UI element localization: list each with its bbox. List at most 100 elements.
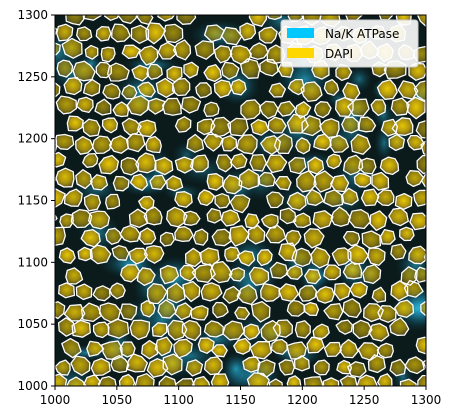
cell-outline [191, 263, 216, 283]
cell-outline [166, 175, 184, 192]
cell-nucleus [55, 374, 67, 386]
cell-nucleus [55, 178, 56, 181]
cell-outline [389, 394, 405, 410]
cell-outline [185, 0, 205, 8]
cell-nucleus [109, 135, 129, 154]
cell-nucleus [73, 0, 88, 1]
cell-outline [75, 283, 93, 301]
cell-nucleus [193, 229, 208, 246]
cell-nucleus [59, 247, 76, 264]
cell-nucleus [370, 210, 387, 231]
cell-nucleus [279, 359, 295, 375]
cell-outline [98, 302, 121, 323]
cell-outline [166, 319, 188, 341]
cell-outline [146, 283, 168, 305]
cell-outline [367, 247, 386, 266]
cell-outline [119, 341, 136, 358]
cell-nucleus [167, 320, 187, 340]
cell-nucleus [137, 120, 156, 137]
cell-outline [284, 229, 302, 247]
cell-outline [446, 356, 452, 372]
cell-outline [413, 80, 426, 102]
cell-nucleus [367, 0, 387, 6]
cell-nucleus [99, 155, 119, 174]
cell-outline [134, 373, 155, 386]
cell-outline [336, 359, 353, 375]
cell-nucleus [240, 58, 260, 79]
cell-outline [342, 261, 363, 280]
cell-outline [194, 40, 215, 60]
cell-nucleus [242, 356, 260, 373]
cell-outline [90, 357, 111, 377]
cell-outline [377, 305, 397, 323]
cell-outline [57, 317, 76, 337]
cell-nucleus [293, 213, 311, 228]
cell-outline [348, 209, 371, 230]
cell-outline [326, 153, 342, 170]
cell-nucleus [334, 283, 351, 301]
cell-nucleus [307, 337, 325, 353]
cell-nucleus [56, 168, 74, 187]
cell-nucleus [406, 97, 426, 119]
cell-outline [138, 45, 159, 66]
cell-outline [256, 0, 275, 4]
cell-outline [65, 15, 85, 26]
cell-outline [371, 171, 390, 191]
cell-outline [394, 299, 415, 319]
cell-outline [55, 359, 71, 376]
cell-nucleus [204, 356, 223, 375]
cell-outline [389, 0, 407, 4]
cell-nucleus [271, 339, 288, 355]
cell-outline [377, 373, 393, 386]
cell-outline [203, 320, 224, 338]
cell-nucleus [127, 95, 149, 116]
cell-nucleus [212, 229, 232, 246]
cell-nucleus [259, 172, 275, 187]
cell-nucleus [96, 26, 111, 41]
cell-outline [76, 96, 94, 114]
cell-outline [361, 230, 382, 250]
cell-nucleus [410, 0, 427, 5]
cell-outline [146, 358, 169, 378]
cell-outline [147, 97, 166, 115]
cell-nucleus [259, 27, 278, 43]
cell-outline [183, 61, 199, 79]
cell-outline [226, 0, 240, 4]
cell-outline [80, 302, 103, 323]
cell-outline [390, 243, 407, 261]
cell-nucleus [372, 172, 389, 191]
cell-outline [238, 168, 259, 190]
cell-outline [105, 193, 121, 210]
cell-nucleus [126, 353, 148, 372]
cell-nucleus [26, 42, 43, 59]
cell-nucleus [442, 0, 452, 6]
cell-nucleus [324, 79, 339, 96]
cell-nucleus [435, 7, 452, 27]
cell-outline [206, 207, 223, 224]
cell-outline [323, 189, 344, 208]
cell-nucleus [341, 117, 359, 133]
cell-nucleus [409, 63, 426, 81]
cell-nucleus [324, 303, 343, 320]
cell-nucleus [406, 170, 424, 187]
cell-outline [248, 42, 269, 60]
cell-nucleus [160, 265, 179, 284]
cell-nucleus [75, 136, 94, 155]
cell-nucleus [389, 134, 405, 151]
cell-outline [286, 375, 302, 386]
cell-nucleus [158, 42, 177, 59]
cell-outline [181, 319, 202, 342]
cell-nucleus [437, 193, 452, 212]
cell-outline [121, 44, 141, 60]
cell-outline [239, 22, 257, 41]
cell-nucleus [266, 225, 286, 243]
cell-outline [111, 23, 131, 43]
cell-outline [203, 64, 222, 83]
cell-outline [63, 76, 83, 96]
cell-nucleus [145, 22, 166, 44]
cell-nucleus [381, 119, 398, 136]
cell-nucleus [226, 0, 240, 4]
cell-nucleus [120, 342, 136, 357]
cell-nucleus [55, 27, 58, 35]
